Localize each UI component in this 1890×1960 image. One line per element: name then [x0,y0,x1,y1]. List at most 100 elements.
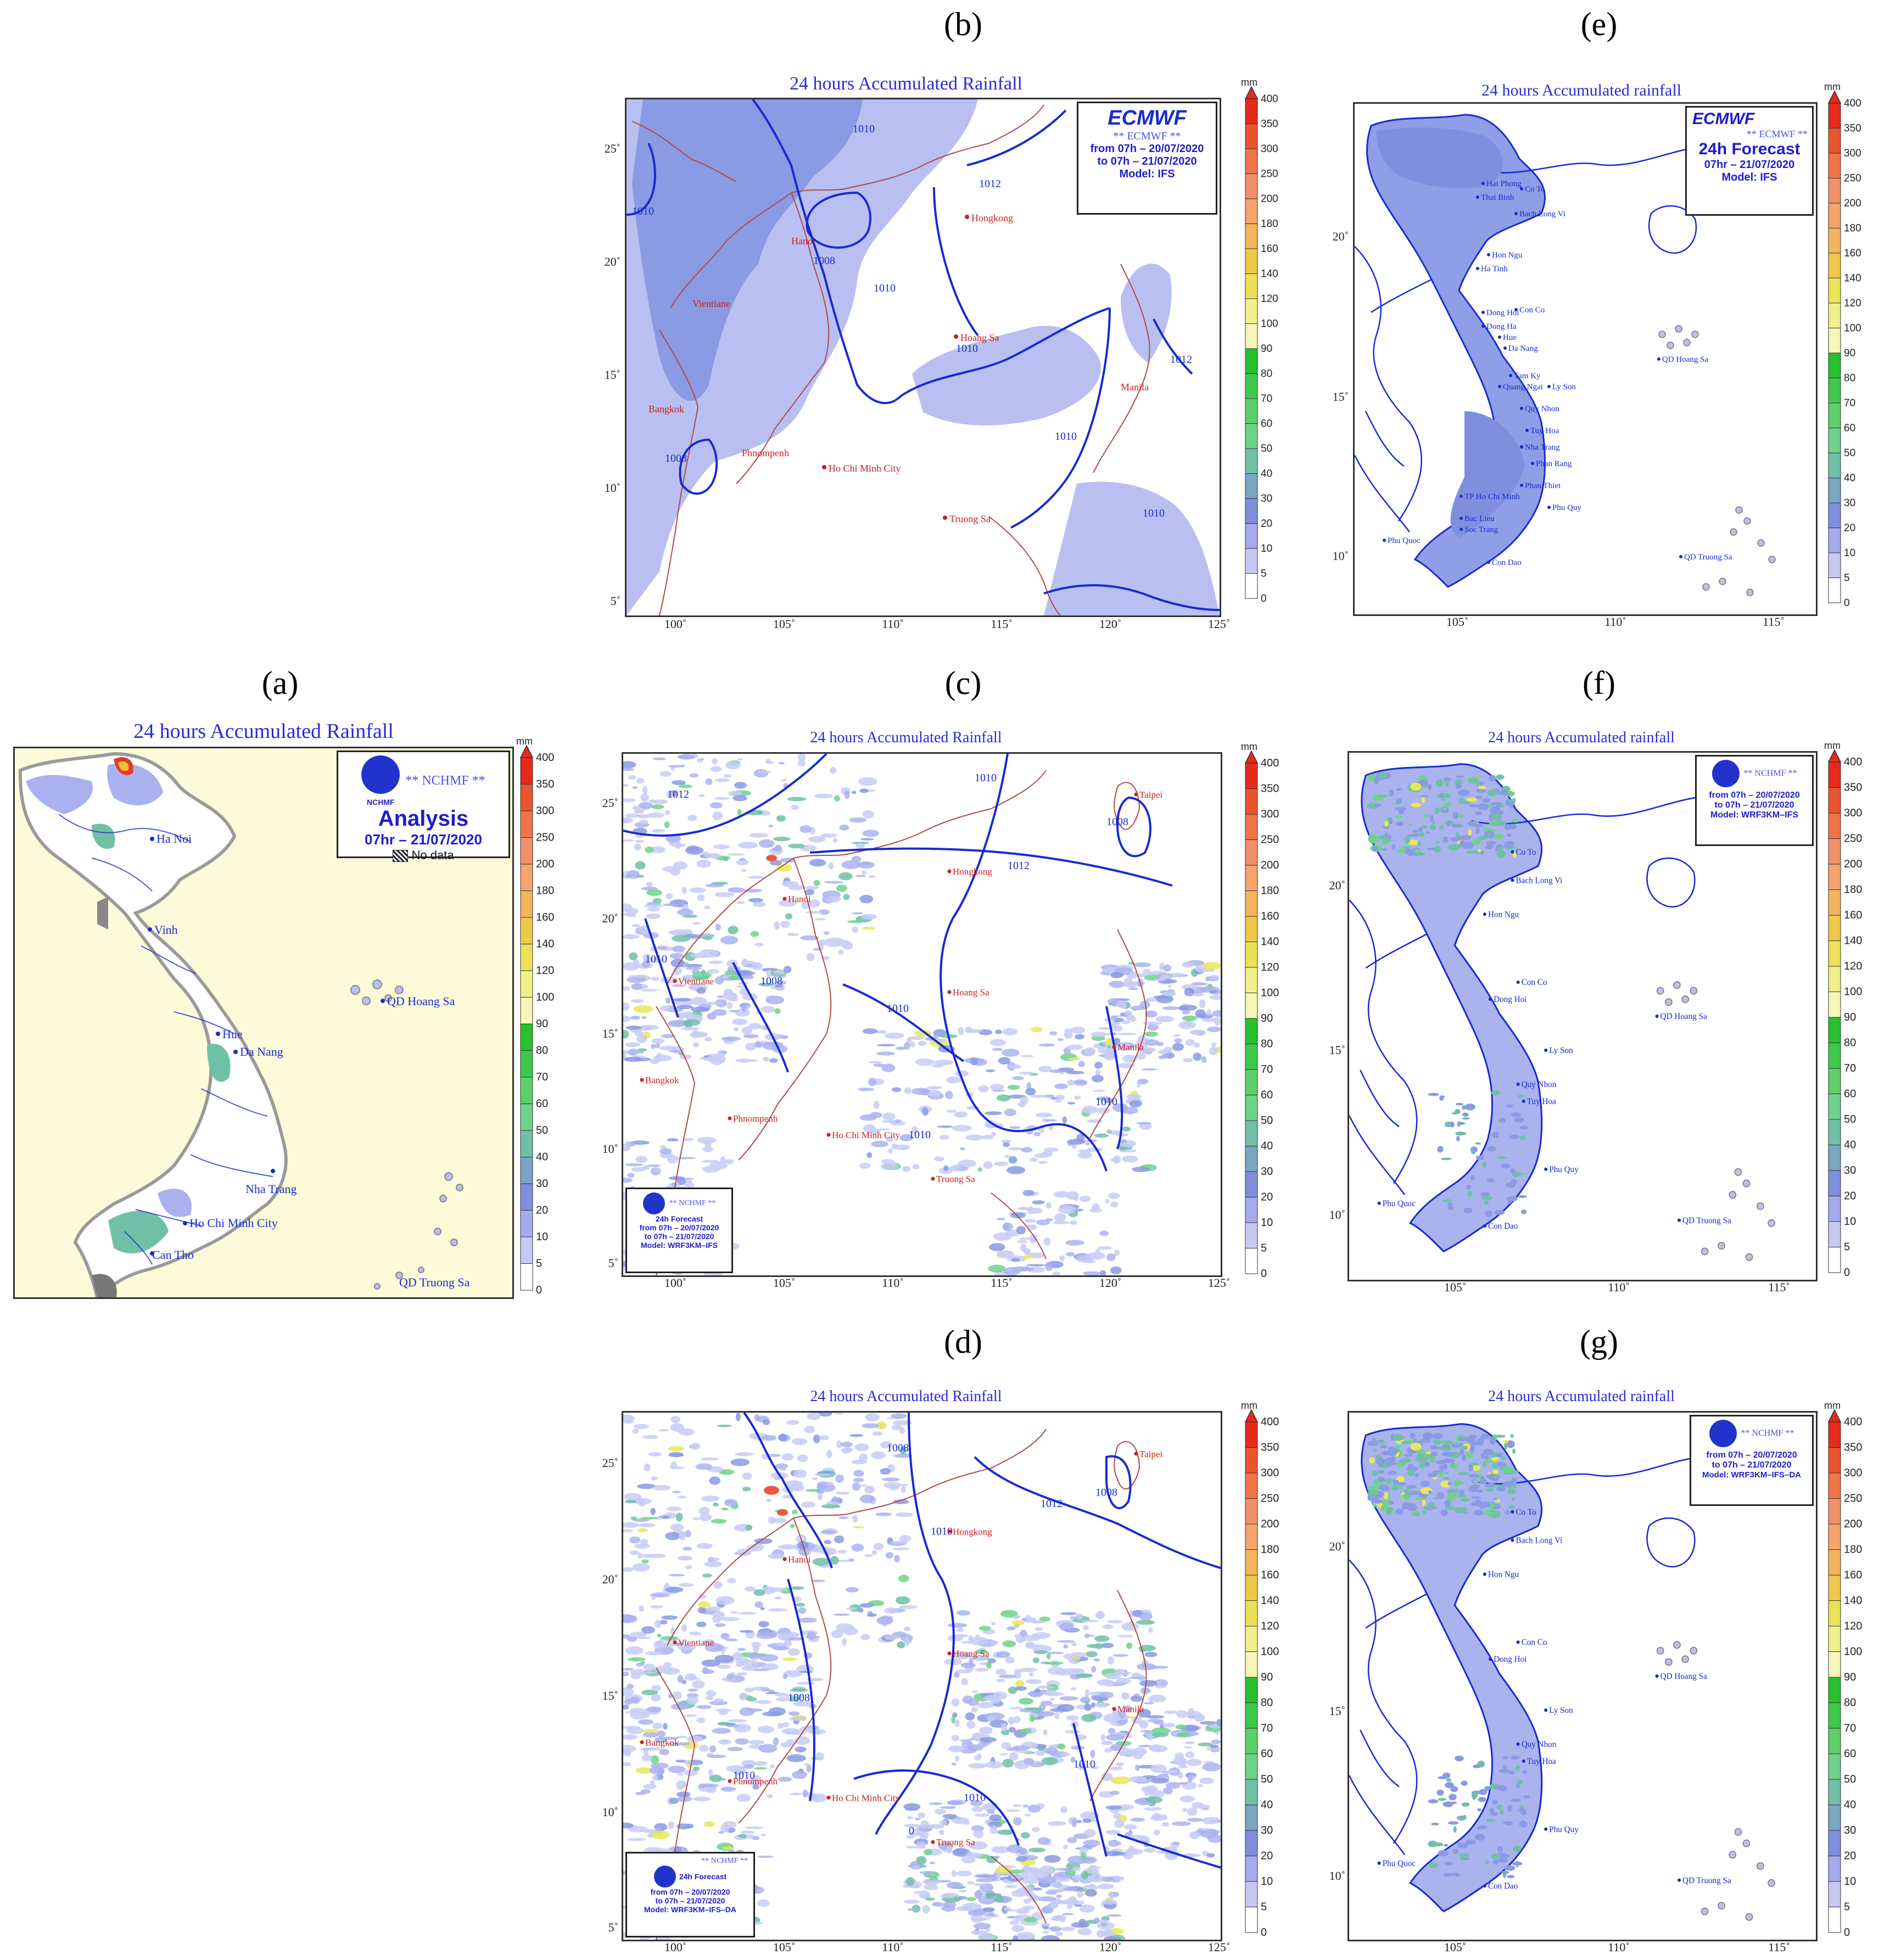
place-label: Hoang Sa [953,1649,989,1659]
nodata-swatch-icon [393,850,409,863]
panel-e-ytick: 20˚ [1332,229,1349,243]
legend-tick-label: 80 [536,1045,548,1057]
legend-swatch [520,891,533,918]
legend-tick-label: 140 [1844,935,1862,947]
legend-tick-label: 30 [1844,1164,1856,1177]
panel-b-letter: (b) [944,6,982,42]
legend-unit: mm [1241,741,1257,752]
panel-g-letter: (g) [1580,1324,1618,1360]
panel-b-ytick: 10˚ [604,481,620,495]
panel-f-map: Co To Bach Long Vi Hon Ngu Con Co Dong Hoi Ly… [1347,751,1818,1281]
legend-tick-label: 80 [1261,1038,1273,1050]
legend-swatch [1245,1044,1258,1070]
legend-swatch [520,784,533,811]
legend-swatch [1828,787,1841,814]
svg-text:1008: 1008 [665,452,687,464]
place-label: Dong Hoi [1494,1655,1526,1664]
legend-swatch [1828,578,1841,603]
place-label: QD Truong Sa [1682,1216,1731,1225]
coastlines [656,1429,1147,1940]
legend-swatch [1828,502,1841,528]
legend-swatch [1828,153,1841,178]
rain-patches [1367,1432,1530,1879]
islands [1656,1641,1775,1921]
legend-arrow-icon [1827,749,1842,763]
legend-arrow-icon [1244,86,1259,99]
legend-tick-label: 400 [1261,93,1278,105]
place-label: Hue [1503,333,1517,342]
place-label: Manila [1117,1042,1144,1052]
panel-d-map-svg: 1008 1010 1012 1008 1010 1008 1010 1010 0 Taipei H… [623,1413,1221,1940]
nchmf-logo-icon [1709,1420,1737,1447]
legend-tick-label: 90 [1844,1671,1856,1683]
panel-g-legend: mm 0 5 10 20 30 40 50 60 70 80 90 100 120 140 160 180 200… [1824,1400,1868,1949]
panel-e-xtick: 105˚ [1446,615,1469,629]
legend-tick-label: 180 [1261,219,1278,230]
place-label: Quy Nhon [1522,1740,1557,1749]
legend-tick-label: 10 [1261,543,1272,555]
legend-tick-label: 180 [1844,884,1862,896]
panel-c-ytick: 5˚ [608,1256,618,1270]
legend-tick-label: 5 [1261,1901,1267,1913]
legend-tick-label: 5 [1261,568,1267,580]
panel-e-map: Co To Hai Phong Thai Binh Bach Long Vi Hon N… [1353,102,1818,616]
legend-swatch [520,1157,533,1184]
legend-tick-label: 200 [536,858,554,870]
legend-swatch [1828,228,1841,254]
place-label: Bach Long Vi [1519,210,1565,219]
legend-swatch [520,810,533,838]
panel-f: 24 hours Accumulated rainfall Co To Bach … [1329,725,1889,1296]
panel-b-infobox: ECMWF ** ECMWF ** from 07h – 20/07/2020 … [1077,102,1217,215]
legend-swatch [1828,478,1841,503]
legend-tick-label: 0 [1261,1927,1267,1939]
islands [1658,325,1776,596]
svg-text:Hongkong: Hongkong [971,212,1013,223]
isobars [743,1413,1221,1869]
legend-swatch [1245,1120,1258,1146]
legend-tick-label: 0 [1261,1268,1267,1280]
legend-tick-label: 70 [1844,1062,1856,1074]
panel-a-map: Ha Noi Vinh Hue Da Nang Nha Trang Ho Chi… [13,747,514,1299]
panel-e-letter: (e) [1580,6,1618,42]
panel-g: 24 hours Accumulated rainfall Co To Bach … [1329,1384,1889,1960]
isobar-label: 1008 [788,1692,810,1704]
legend-swatch [1828,1119,1841,1145]
legend-tick-label: 100 [1261,1646,1279,1658]
legend-swatch [1828,402,1841,428]
legend-tick-label: 200 [1844,198,1861,209]
place-label: Con Co [1519,306,1545,315]
isobar-label: 1010 [1095,1096,1117,1108]
place-labels: Ha Noi Vinh Hue Da Nang Nha Trang Ho Chi… [148,832,470,1289]
legend-swatch [1828,940,1841,967]
place-label: Quy Nhon [1525,405,1559,413]
panel-d-xtick: 100˚ [664,1940,687,1954]
panel-d-line-1: 24h Forecast [679,1872,727,1881]
legend-swatch [1245,273,1258,299]
legend-tick-label: 160 [536,911,554,923]
legend-swatch [1828,864,1841,890]
legend-swatch [1828,761,1841,788]
legend-tick-label: 100 [1844,1646,1862,1658]
legend-swatch [1828,1094,1841,1120]
legend-tick-label: 80 [1844,1697,1856,1709]
legend-tick-label: 140 [1261,936,1279,948]
svg-text:Ha Noi: Ha Noi [156,832,192,845]
place-label: Dong Hoi [1486,309,1519,317]
legend-swatch [1245,573,1258,599]
legend-tick-label: 120 [1261,961,1279,973]
legend-swatch [1245,1626,1258,1652]
panel-a-legend: mm 0 5 10 20 30 40 50 60 70 80 90 100 120 140 160 180 200… [516,736,566,1307]
legend-swatch [1245,1095,1258,1121]
legend-bar-svg: 0 5 10 20 30 40 50 60 70 80 90 100 120 140 160 180 200 25… [1827,1409,1862,1939]
legend-tick-label: 20 [1261,518,1272,530]
legend-tick-label: 160 [1844,248,1861,259]
place-label: Hongkong [953,866,992,877]
panel-c-xtick: 115˚ [991,1276,1013,1290]
panel-f-line-1: from 07h – 20/07/2020 [1709,791,1800,800]
legend-bar-svg: 0 5 10 20 30 40 50 60 70 80 90 100 120 140 160 180 200 25… [1244,1409,1279,1939]
legend-swatch [1245,473,1258,499]
panel-e-infobox: ECMWF ** ECMWF ** 24h Forecast 07hr – 21… [1685,106,1814,216]
legend-swatch [1828,813,1841,839]
legend-tick-label: 180 [1261,1544,1279,1556]
legend-swatch [1245,1881,1258,1907]
